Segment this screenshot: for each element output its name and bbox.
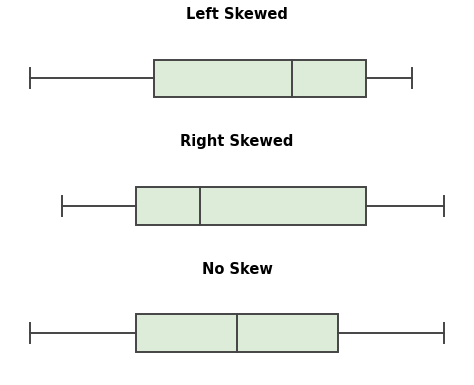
Bar [136, 187, 366, 224]
Title: Left Skewed: Left Skewed [186, 7, 288, 22]
Bar [136, 314, 338, 352]
Bar [154, 60, 366, 97]
Title: No Skew: No Skew [201, 262, 273, 277]
Title: Right Skewed: Right Skewed [180, 134, 294, 149]
